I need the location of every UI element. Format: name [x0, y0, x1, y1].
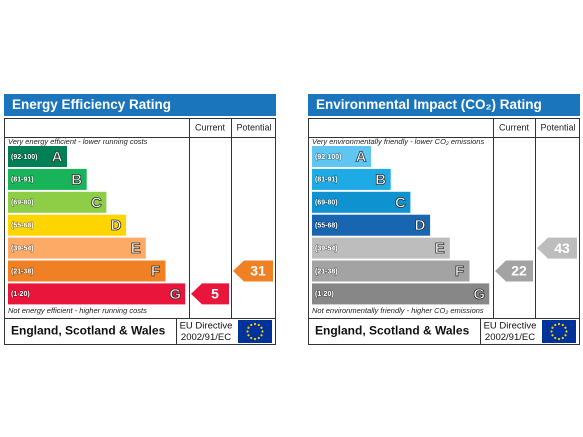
- eu-star: [253, 337, 257, 341]
- footer-code: 2002/91/EC: [485, 332, 535, 343]
- column-header: Potential: [540, 122, 575, 132]
- band-range: (92-100): [315, 154, 341, 161]
- rating-band: [312, 214, 431, 236]
- rating-arrow: [233, 260, 273, 282]
- rating-band: [8, 146, 67, 167]
- rating-band: [8, 168, 87, 190]
- bottom-note: Not environmentally friendly - higher CO…: [312, 306, 484, 315]
- eu-star: [554, 336, 557, 340]
- rating-band: [312, 191, 411, 213]
- eu-star: [557, 322, 561, 326]
- footer-region: England, Scotland & Wales: [11, 324, 166, 338]
- band-range: (55-68): [315, 223, 338, 230]
- band-letter: D: [111, 217, 122, 234]
- eu-star: [565, 330, 568, 333]
- footer-code: 2002/91/EC: [181, 332, 231, 343]
- band-letter: G: [169, 286, 181, 303]
- rating-band: [8, 191, 107, 213]
- eu-star: [247, 334, 250, 337]
- eu-star: [564, 334, 567, 337]
- eu-star: [246, 330, 249, 333]
- eu-flag: [542, 320, 576, 343]
- eu-flag: [238, 320, 272, 343]
- column-header: Current: [499, 122, 530, 132]
- band-range: (21-38): [315, 268, 338, 275]
- eu-star: [250, 323, 253, 327]
- band-letter: A: [356, 148, 367, 165]
- band-range: (69-80): [11, 200, 34, 207]
- eu-star: [551, 326, 554, 329]
- band-range: (21-38): [11, 268, 34, 275]
- band-range: (69-80): [315, 200, 338, 207]
- band-letter: C: [91, 194, 102, 211]
- band-letter: C: [395, 194, 406, 211]
- band-letter: F: [455, 263, 464, 280]
- eu-star: [247, 326, 250, 329]
- rating-arrow: [537, 237, 577, 259]
- top-note: Very environmentally friendly - lower CO…: [312, 137, 484, 146]
- rating-band: [312, 168, 391, 190]
- rating-band: [8, 214, 127, 236]
- band-range: (1-20): [315, 291, 334, 298]
- bottom-note: Not energy efficient - higher running co…: [8, 306, 147, 315]
- rating-band: [312, 237, 450, 259]
- rating-value: 5: [211, 286, 219, 302]
- eu-star: [551, 334, 554, 337]
- eu-star: [564, 326, 567, 329]
- panel-frame: [4, 118, 276, 345]
- band-range: (39-54): [11, 245, 34, 252]
- eu-star: [260, 334, 263, 337]
- rating-arrow: [191, 283, 229, 305]
- eu-star: [261, 330, 264, 333]
- band-range: (92-100): [11, 154, 37, 161]
- band-letter: E: [131, 240, 141, 257]
- band-range: (1-20): [11, 291, 30, 298]
- rating-band: [8, 260, 166, 282]
- rating-value: 22: [511, 263, 527, 279]
- rating-band: [312, 146, 371, 167]
- title-bar: [4, 94, 276, 116]
- band-range: (55-68): [11, 223, 34, 230]
- band-range: (81-91): [11, 177, 34, 184]
- footer-directive: EU Directive: [180, 321, 233, 332]
- eu-star: [557, 337, 561, 341]
- eu-star: [257, 336, 260, 340]
- band-range: (39-54): [315, 245, 338, 252]
- band-letter: B: [71, 171, 82, 188]
- eu-star: [260, 326, 263, 329]
- band-letter: E: [435, 240, 445, 257]
- band-letter: D: [415, 217, 426, 234]
- eu-star: [550, 330, 553, 333]
- rating-value: 31: [250, 263, 266, 279]
- footer-directive: EU Directive: [484, 321, 537, 332]
- band-letter: G: [473, 286, 485, 303]
- column-header: Potential: [236, 122, 271, 132]
- panel-title: Energy Efficiency Rating: [12, 97, 171, 112]
- rating-arrow: [495, 260, 533, 282]
- rating-band: [312, 283, 490, 305]
- eu-star: [257, 323, 260, 327]
- panel-title: Environmental Impact (CO₂) Rating: [316, 97, 542, 112]
- rating-value: 43: [554, 240, 570, 256]
- band-letter: A: [52, 148, 63, 165]
- eu-star: [253, 322, 257, 326]
- panel-frame: [308, 118, 580, 345]
- eu-star: [554, 323, 557, 327]
- rating-band: [8, 237, 146, 259]
- title-bar: [308, 94, 580, 116]
- eu-star: [561, 336, 564, 340]
- rating-band: [8, 283, 186, 305]
- top-note: Very energy efficient - lower running co…: [8, 137, 148, 146]
- band-range: (81-91): [315, 177, 338, 184]
- footer-region: England, Scotland & Wales: [315, 324, 470, 338]
- eu-star: [561, 323, 564, 327]
- column-header: Current: [195, 122, 226, 132]
- rating-band: [312, 260, 470, 282]
- band-letter: F: [151, 263, 160, 280]
- eu-star: [250, 336, 253, 340]
- band-letter: B: [375, 171, 386, 188]
